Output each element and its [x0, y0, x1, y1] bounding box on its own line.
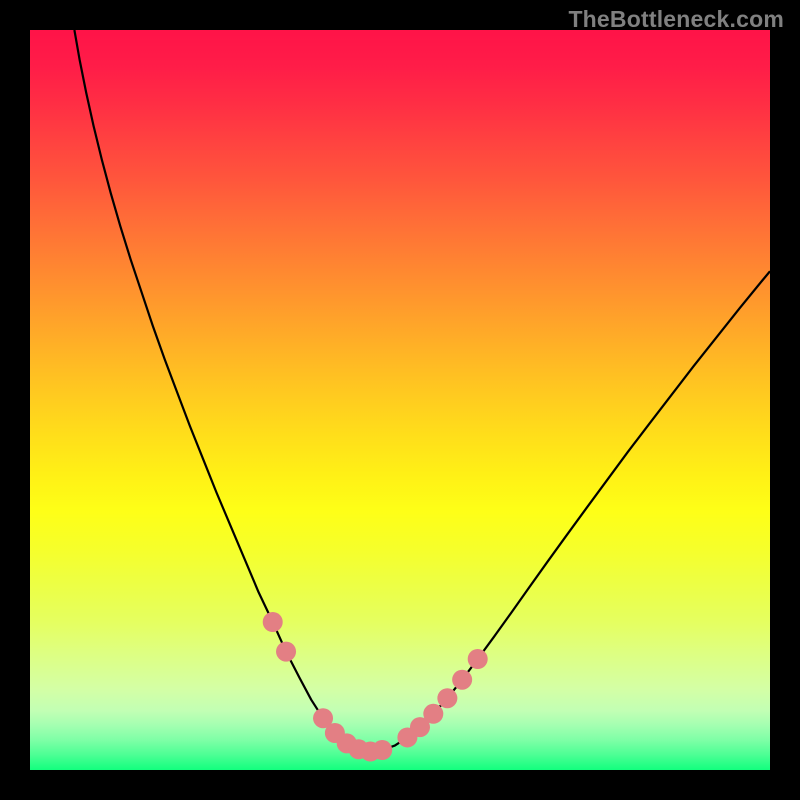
curve-marker — [423, 704, 443, 724]
chart-container: TheBottleneck.com — [0, 0, 800, 800]
bottleneck-curve-chart — [0, 0, 800, 800]
curve-marker — [263, 612, 283, 632]
curve-marker — [437, 688, 457, 708]
curve-marker — [276, 642, 296, 662]
plot-background — [30, 30, 770, 770]
curve-marker — [372, 740, 392, 760]
curve-marker — [468, 649, 488, 669]
curve-marker — [452, 670, 472, 690]
